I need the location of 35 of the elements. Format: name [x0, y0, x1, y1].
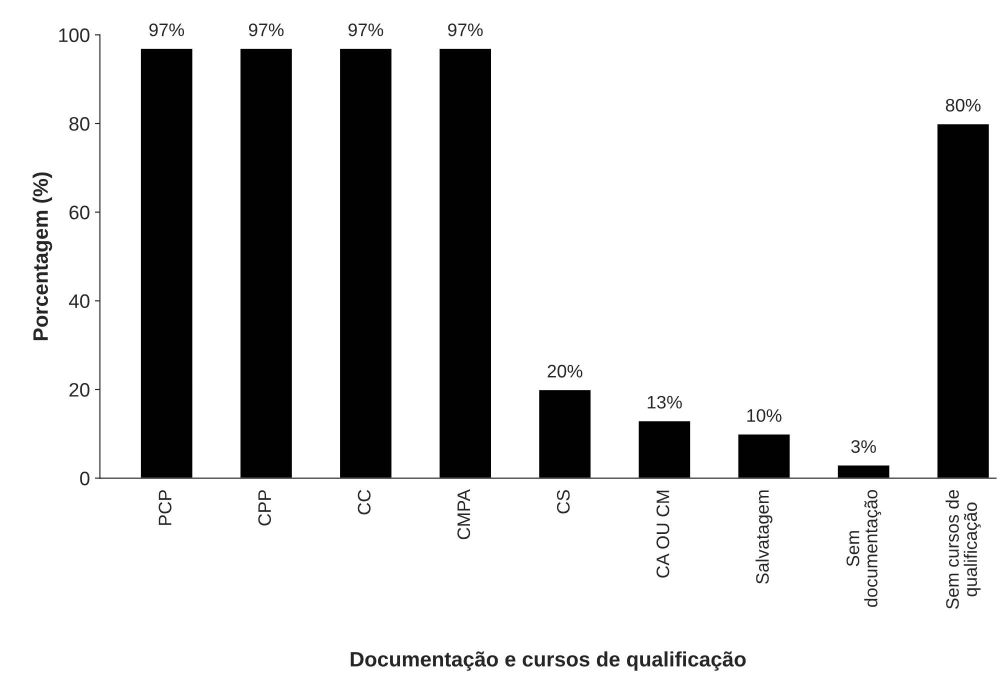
- bar: [438, 47, 492, 478]
- data-label: 20%: [548, 364, 582, 378]
- data-label: 97%: [348, 23, 384, 36]
- data-label: 10%: [747, 409, 782, 422]
- x-tick-label: CC: [358, 490, 371, 514]
- x-tick-label: CS: [556, 490, 570, 514]
- x-tick-label: Salvatagem: [756, 490, 772, 584]
- y-tick-label: 60: [70, 206, 90, 220]
- bar: [338, 47, 393, 478]
- bar: [239, 47, 294, 478]
- data-label: 80%: [946, 98, 981, 112]
- x-tick-label: Sem cursos de qualificação: [946, 490, 981, 609]
- data-label: 13%: [648, 396, 682, 409]
- bar: [637, 420, 692, 478]
- bar: [140, 47, 194, 478]
- data-label: 97%: [248, 23, 284, 36]
- y-axis-title: Porcentagem (%): [32, 172, 52, 340]
- y-tick-label: 80: [69, 116, 90, 131]
- x-tick-label: CMPA: [457, 489, 470, 540]
- data-label: 97%: [149, 23, 184, 36]
- x-tick-label: Sem documentação: [846, 490, 882, 607]
- x-tick-label: CA OU CM: [656, 490, 670, 578]
- y-tick-label: 20: [70, 382, 90, 397]
- bar: [836, 464, 891, 478]
- bar: [538, 388, 592, 478]
- x-tick-label: CPP: [258, 490, 272, 526]
- x-axis-title: Documentação e cursos de qualificação: [350, 651, 746, 671]
- bar: [736, 433, 792, 478]
- bar: [936, 122, 990, 478]
- data-label: 3%: [851, 440, 876, 453]
- y-tick-label: 100: [59, 28, 90, 42]
- x-tick-label: PCP: [158, 490, 172, 525]
- y-tick-label: 40: [69, 294, 90, 308]
- y-tick-label: 0: [80, 472, 90, 486]
- data-label: 97%: [448, 23, 483, 36]
